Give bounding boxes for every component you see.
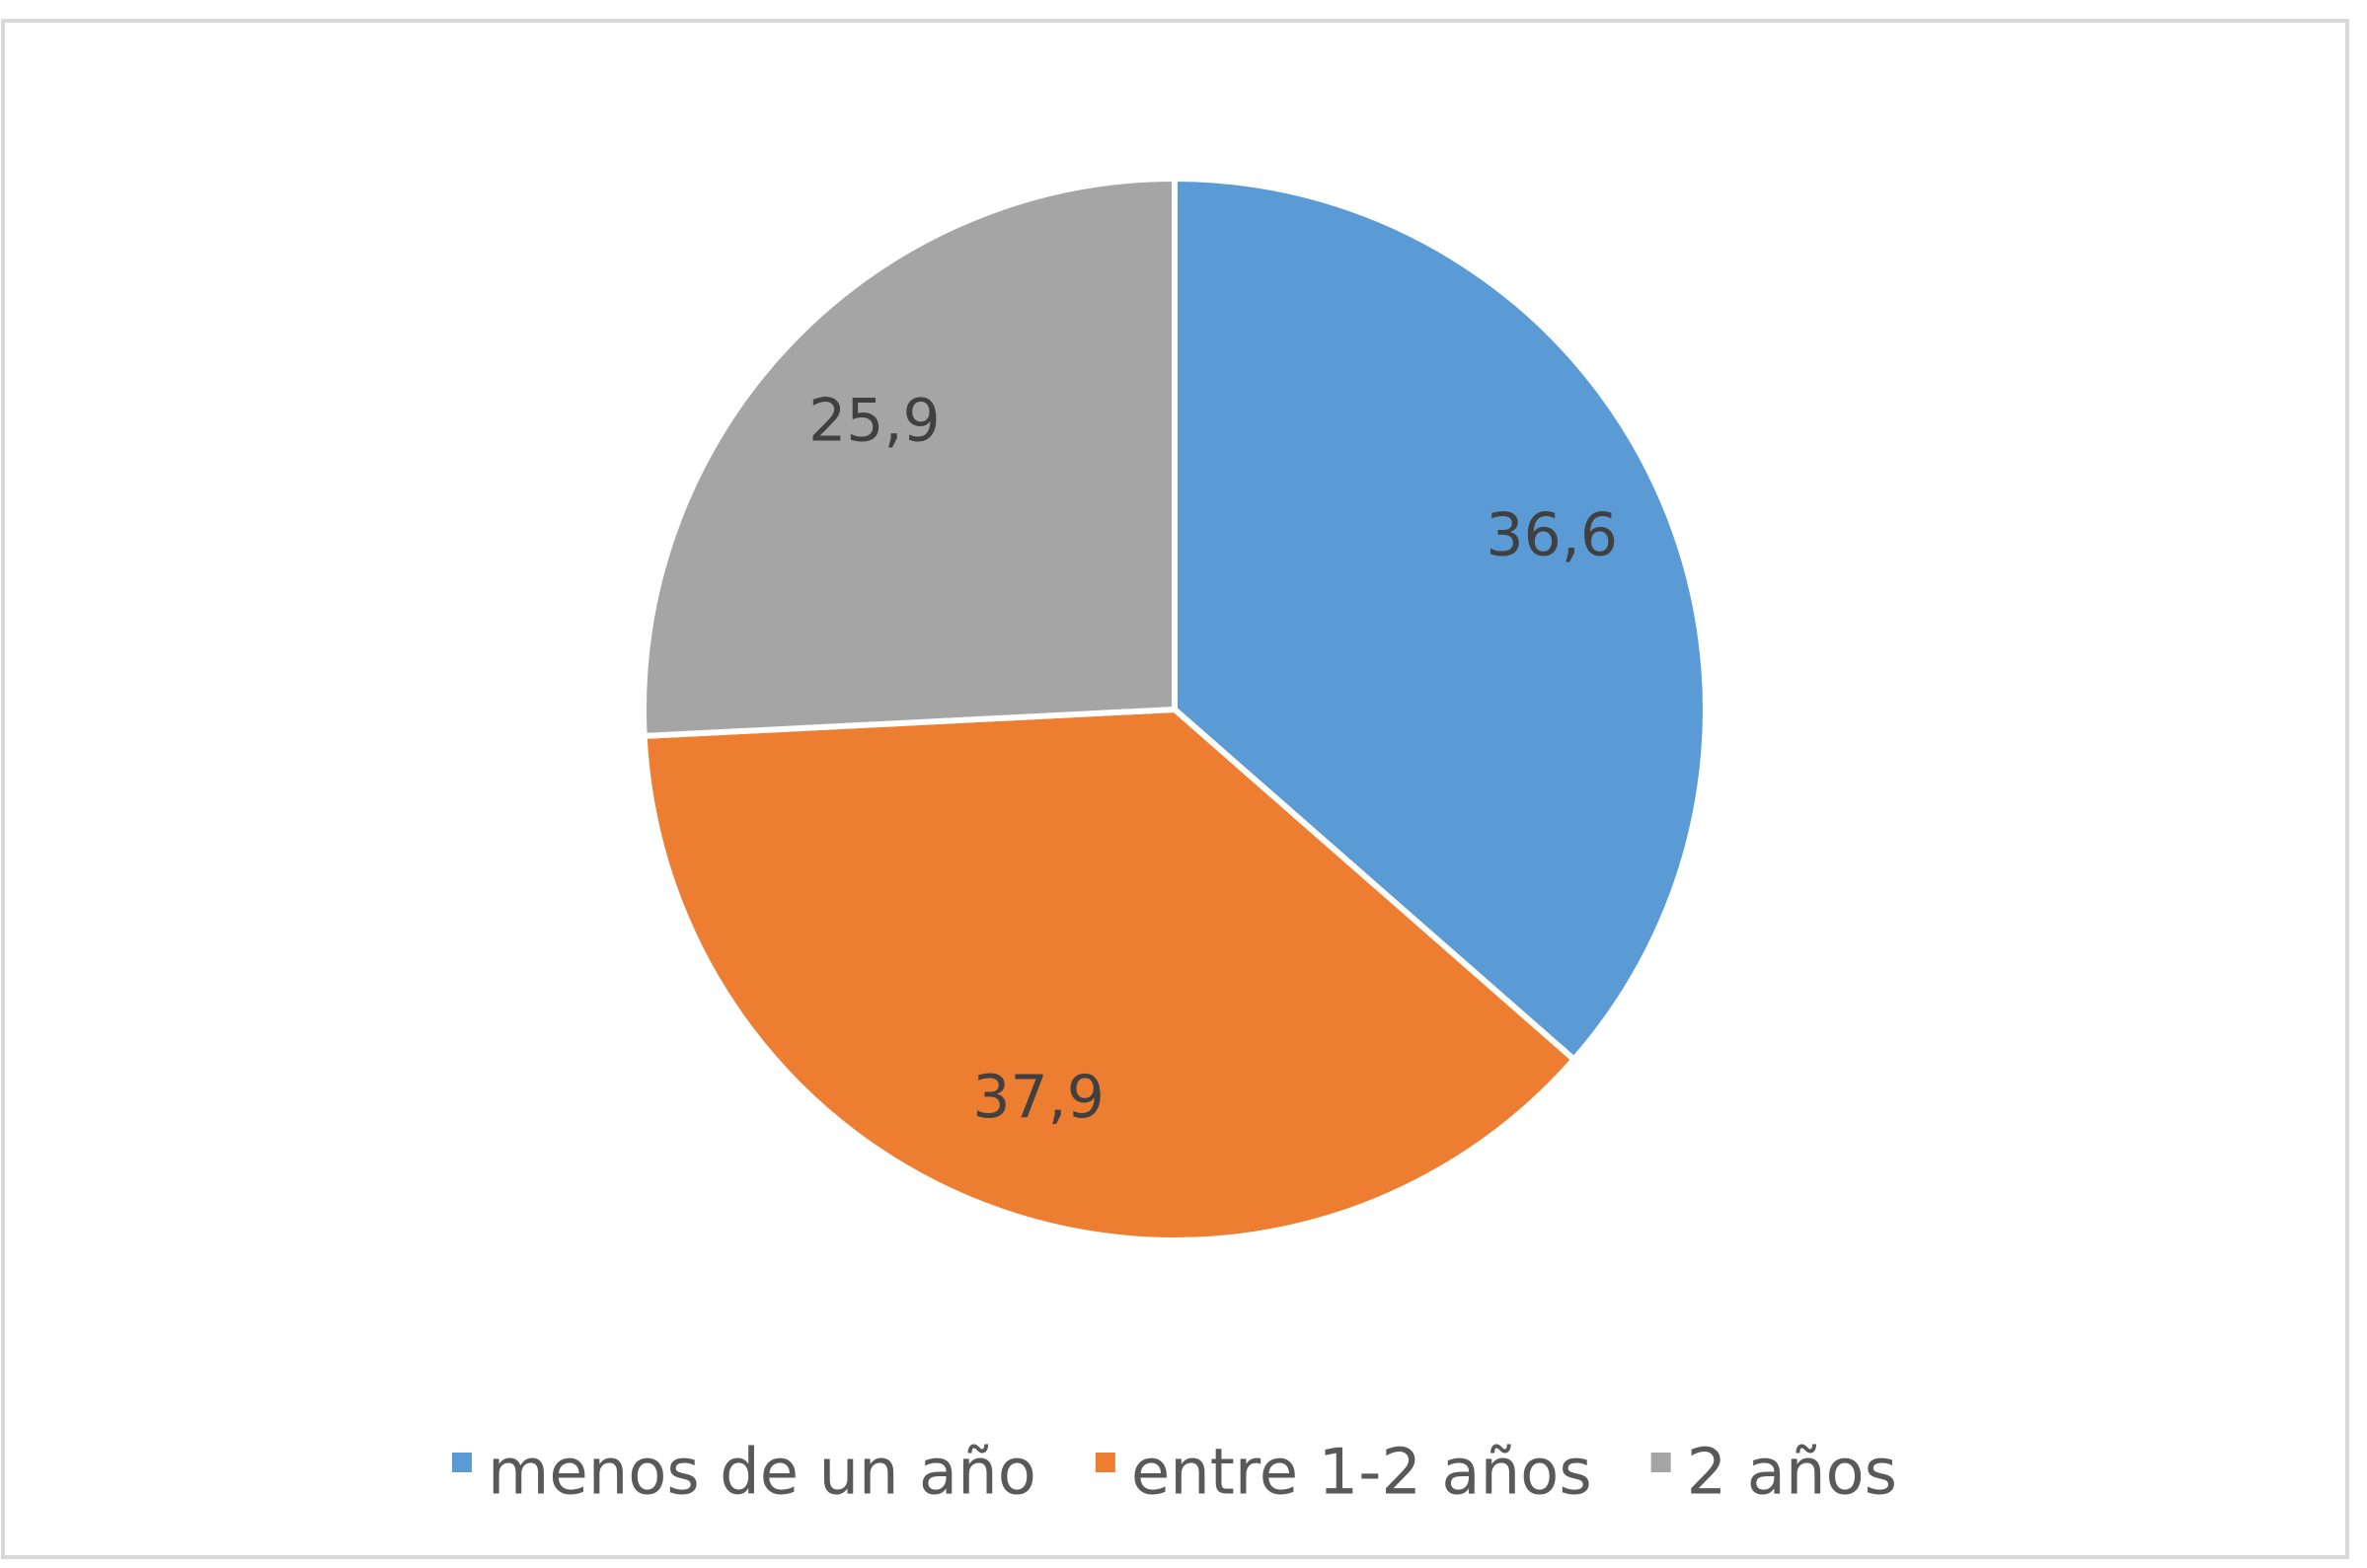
- pie-slice: [1172, 176, 1709, 1063]
- legend-marker: [1650, 1453, 1671, 1472]
- legend-marker: [1095, 1453, 1115, 1472]
- data-label: 25,9: [808, 386, 941, 455]
- legend-marker: [451, 1453, 472, 1472]
- data-label: 37,9: [972, 1063, 1105, 1132]
- legend-label: 2 años: [1687, 1437, 1897, 1510]
- legend-label: menos de un año: [488, 1437, 1036, 1510]
- data-label: 36,6: [1486, 500, 1618, 569]
- legend-label: entre 1-2 años: [1131, 1437, 1592, 1510]
- pie-slice: [641, 707, 1577, 1243]
- pie-slice: [641, 176, 1178, 739]
